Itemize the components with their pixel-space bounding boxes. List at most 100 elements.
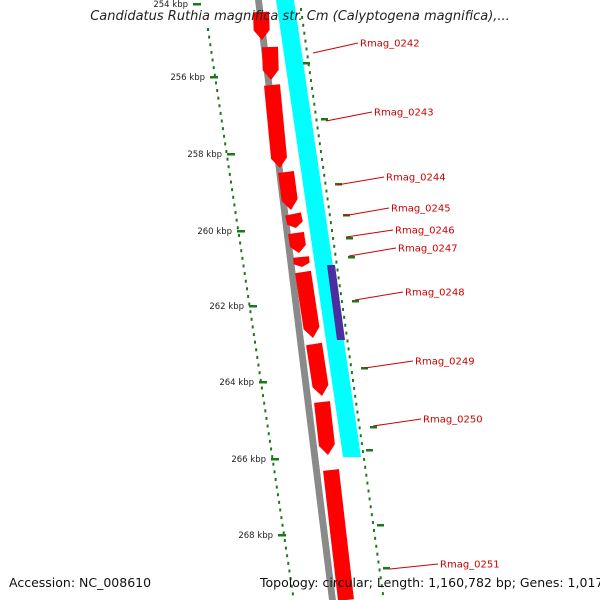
strand-ruler-dot bbox=[374, 536, 377, 540]
strand-ruler-tick bbox=[370, 426, 377, 429]
strand-ruler-dot bbox=[333, 244, 336, 248]
ruler-dot bbox=[255, 348, 258, 352]
strand-ruler-dot bbox=[311, 86, 314, 90]
ruler-dot bbox=[218, 104, 221, 108]
ruler-dot bbox=[251, 325, 254, 329]
ruler-major-tick bbox=[278, 534, 286, 537]
ruler-dot bbox=[264, 409, 267, 413]
strand-ruler-dot bbox=[347, 347, 350, 351]
strand-ruler-dot bbox=[305, 47, 308, 51]
strand-ruler-dot bbox=[309, 79, 312, 83]
ruler-dot bbox=[276, 493, 279, 497]
ruler-dot bbox=[220, 119, 223, 123]
strand-ruler-dot bbox=[348, 355, 351, 359]
ruler-dot bbox=[248, 302, 251, 306]
ruler-dot bbox=[245, 287, 248, 291]
ruler-dot bbox=[227, 165, 230, 169]
strand-ruler-dot bbox=[343, 315, 346, 319]
ruler-dot bbox=[231, 188, 234, 192]
ruler-dot bbox=[213, 73, 216, 77]
gene-label: Rmag_0243 bbox=[374, 108, 434, 119]
gene-leader-line bbox=[348, 247, 397, 257]
strand-ruler-dot bbox=[373, 528, 376, 532]
strand-ruler-dot bbox=[369, 505, 372, 509]
accession-label: Accession: NC_008610 bbox=[9, 575, 152, 590]
ruler-dot bbox=[221, 127, 224, 131]
strand-ruler-dot bbox=[323, 173, 326, 177]
strand-ruler-dot bbox=[307, 63, 310, 67]
strand-ruler-dot bbox=[302, 23, 305, 27]
ruler-dot bbox=[289, 577, 292, 581]
ruler-dot bbox=[254, 340, 257, 344]
ruler-dot bbox=[229, 180, 232, 184]
ruler-major-tick bbox=[259, 381, 267, 384]
ruler-dot bbox=[226, 157, 229, 161]
strand-ruler-dot bbox=[364, 465, 367, 469]
ruler-major-tick bbox=[237, 230, 245, 233]
strand-ruler-dot bbox=[376, 552, 379, 556]
strand-ruler-dot bbox=[315, 118, 318, 122]
strand-ruler-dot bbox=[380, 584, 383, 588]
strand-ruler-dot bbox=[328, 213, 331, 217]
ruler-dot bbox=[239, 241, 242, 245]
strand-ruler-dot bbox=[342, 307, 345, 311]
map-title: Candidatus Ruthia magnifica str. Cm (Cal… bbox=[90, 9, 510, 24]
ruler-dot bbox=[244, 279, 247, 283]
ruler-dot bbox=[262, 394, 265, 398]
ruler-dot bbox=[259, 378, 262, 382]
ruler-major-tick bbox=[193, 3, 201, 6]
strand-ruler-tick bbox=[346, 237, 353, 240]
gene-arrow bbox=[314, 401, 335, 455]
strand-ruler-dot bbox=[358, 426, 361, 430]
gene-arrow bbox=[285, 212, 303, 228]
strand-ruler-dot bbox=[319, 150, 322, 154]
strand-ruler-dot bbox=[312, 94, 315, 98]
ruler-dot bbox=[281, 523, 284, 527]
ruler-dot bbox=[208, 35, 211, 39]
gene-leader-line bbox=[312, 42, 359, 54]
strand-ruler-tick bbox=[303, 62, 310, 65]
ruler-major-tick bbox=[227, 153, 235, 156]
strand-ruler-dot bbox=[354, 394, 357, 398]
ruler-dot bbox=[260, 386, 263, 390]
ruler-dot bbox=[212, 66, 215, 70]
strand-ruler-dot bbox=[327, 205, 330, 209]
ruler-dot bbox=[225, 150, 228, 154]
strand-ruler-dot bbox=[308, 71, 311, 75]
ruler-major-tick bbox=[210, 76, 218, 79]
ruler-dot bbox=[279, 508, 282, 512]
gene-label: Rmag_0247 bbox=[398, 244, 458, 255]
gene-arrow bbox=[293, 256, 310, 267]
strand-ruler-dot bbox=[346, 339, 349, 343]
strand-ruler-dot bbox=[370, 513, 373, 517]
strand-ruler-dot bbox=[366, 481, 369, 485]
strand-ruler-dot bbox=[353, 386, 356, 390]
gene-label: Rmag_0249 bbox=[415, 357, 475, 368]
ruler-dot bbox=[242, 264, 245, 268]
ruler-tick-label: 254 kbp bbox=[153, 0, 188, 10]
ruler-dot bbox=[282, 531, 285, 535]
gene-leader-line bbox=[389, 563, 439, 570]
gene-leader-line bbox=[354, 291, 404, 301]
ruler-dot bbox=[291, 592, 294, 596]
ruler-dot bbox=[266, 424, 269, 428]
gene-leader-line bbox=[342, 207, 390, 217]
ruler-dot bbox=[209, 43, 212, 47]
ruler-dot bbox=[234, 211, 237, 215]
strand-ruler-dot bbox=[352, 378, 355, 382]
gene-leader-line bbox=[345, 229, 394, 238]
strand-ruler-dot bbox=[306, 55, 309, 59]
ruler-tick-label: 262 kbp bbox=[209, 302, 244, 312]
strand-ruler-dot bbox=[316, 126, 319, 130]
gene-arrow bbox=[295, 270, 320, 338]
highlighted-gene-segment bbox=[327, 265, 345, 340]
strand-ruler-tick bbox=[383, 567, 390, 570]
ruler-dot bbox=[283, 538, 286, 542]
ruler-dot bbox=[267, 432, 270, 436]
strand-ruler-dot bbox=[349, 363, 352, 367]
ruler-dot bbox=[265, 416, 268, 420]
gene-arrow bbox=[288, 231, 306, 253]
strand-ruler-dot bbox=[356, 410, 359, 414]
strand-ruler-dot bbox=[303, 31, 306, 35]
strand-ruler-dot bbox=[368, 497, 371, 501]
